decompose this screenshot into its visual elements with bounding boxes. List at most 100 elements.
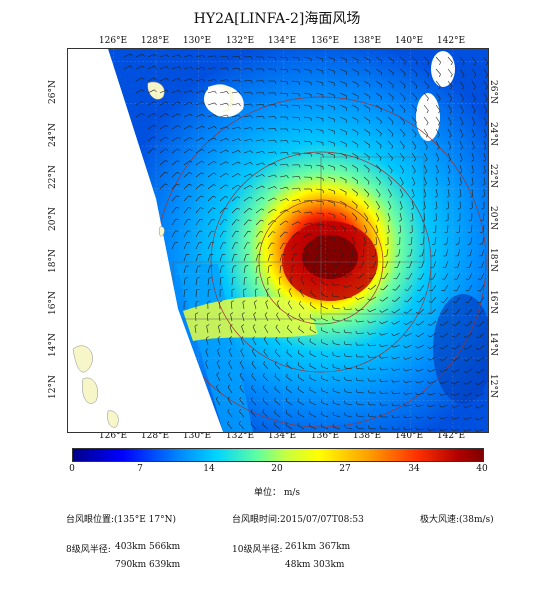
- wind-barb-flag: [432, 231, 436, 234]
- wind-barb: [243, 150, 251, 154]
- wind-barb: [369, 320, 377, 324]
- wind-barb-flag: [403, 97, 406, 101]
- wind-barb: [423, 80, 429, 87]
- wind-barb-flag: [464, 313, 468, 315]
- wind-barb-flag: [218, 312, 222, 315]
- wind-barb-flag: [298, 105, 300, 109]
- wind-barb: [351, 104, 359, 109]
- wind-barb-flag: [403, 415, 406, 419]
- wind-barb: [218, 326, 221, 334]
- wind-barb: [219, 161, 227, 166]
- wind-barb: [469, 260, 473, 268]
- wind-barb-flag: [298, 58, 300, 62]
- wind-barb: [375, 92, 382, 98]
- wind-barb: [459, 176, 462, 184]
- wind-barb: [255, 150, 263, 154]
- lon-tick: 136°E: [310, 36, 340, 46]
- lon-tick: 132°E: [225, 431, 255, 441]
- wind-barb: [459, 164, 463, 172]
- wind-barb-flag: [379, 169, 382, 173]
- wind-barb: [309, 353, 317, 358]
- wind-barb-flag: [321, 244, 325, 247]
- wind-barb-flag: [369, 84, 371, 88]
- wind-barb-flag: [443, 243, 447, 245]
- wind-barb-flag: [322, 154, 324, 158]
- wind-barb: [262, 424, 269, 430]
- wind-barb: [207, 254, 211, 262]
- wind-barb: [310, 304, 317, 310]
- wind-barb: [309, 401, 317, 406]
- wind-barb-flag: [367, 193, 370, 197]
- wind-barb: [291, 128, 300, 130]
- wind-barb-flag: [217, 348, 220, 351]
- wind-barb-flag: [250, 127, 253, 130]
- wind-barb-flag: [254, 300, 257, 303]
- colorbar-tick: 27: [339, 464, 351, 474]
- wind-barb-flag: [391, 391, 394, 395]
- wind-barb: [351, 116, 359, 121]
- wind-barb: [339, 152, 347, 157]
- wind-barb: [147, 101, 155, 106]
- wind-barb: [227, 387, 233, 394]
- wind-barb: [266, 290, 269, 298]
- wind-barb: [183, 242, 188, 250]
- wind-barb-flag: [378, 182, 381, 186]
- wind-barb-flag: [402, 158, 405, 162]
- wind-barb-flag: [415, 73, 418, 77]
- wind-barb: [356, 332, 365, 334]
- eye-position: 台风眼位置:(135°E 17°N): [66, 515, 176, 525]
- wind-barb: [479, 296, 485, 303]
- wind-barb: [327, 152, 335, 156]
- wind-barb: [303, 104, 311, 107]
- wind-barb-flag: [154, 89, 157, 92]
- wind-barb-flag: [310, 130, 312, 134]
- wind-barb: [351, 92, 359, 97]
- wind-barb: [399, 116, 406, 123]
- wind-barb: [291, 199, 299, 202]
- wind-barb-flag: [439, 381, 442, 385]
- wind-barb: [183, 218, 189, 226]
- wind-barb: [195, 207, 201, 214]
- wind-barb: [147, 54, 155, 58]
- wind-barb: [183, 66, 191, 70]
- wind-barb: [274, 376, 281, 382]
- wind-barb-flag: [298, 221, 301, 224]
- wind-barb-flag: [298, 164, 301, 168]
- wind-barb-flag: [462, 62, 465, 66]
- wind-barb: [327, 56, 335, 60]
- wind-barb-flag: [344, 353, 346, 357]
- wind-barb-flag: [446, 195, 450, 198]
- wind-barb-flag: [221, 265, 225, 267]
- wind-barb-flag: [356, 193, 358, 197]
- wind-barb-flag: [178, 78, 181, 81]
- wind-barb: [251, 350, 257, 358]
- wind-barb: [262, 375, 269, 382]
- wind-barb-flag: [415, 392, 418, 395]
- wind-barb: [227, 399, 233, 406]
- wind-barb: [405, 368, 413, 372]
- wind-barb: [279, 175, 287, 178]
- wind-barb-flag: [175, 218, 179, 220]
- wind-barb: [429, 356, 437, 361]
- wind-barb: [339, 188, 347, 193]
- wind-barb: [453, 428, 461, 432]
- wind-barb-flag: [164, 183, 168, 186]
- wind-barb: [333, 426, 341, 430]
- wind-barb: [315, 104, 323, 108]
- wind-barb: [381, 344, 389, 347]
- wind-barb-flag: [280, 264, 284, 267]
- wind-barb-flag: [153, 136, 157, 139]
- wind-barb: [274, 400, 281, 406]
- wind-barb-flag: [422, 207, 426, 210]
- wind-barb-flag: [355, 308, 358, 311]
- wind-barb: [356, 392, 365, 394]
- wind-barb: [392, 404, 401, 406]
- wind-barb-flag: [367, 354, 370, 358]
- wind-barb-flag: [445, 219, 449, 222]
- wind-barb-flag: [219, 300, 223, 303]
- wind-barb-flag: [388, 207, 392, 210]
- wind-barb: [466, 356, 473, 362]
- wind-barb-flag: [291, 264, 295, 267]
- wind-barb: [291, 68, 299, 71]
- wind-barb-flag: [427, 335, 431, 338]
